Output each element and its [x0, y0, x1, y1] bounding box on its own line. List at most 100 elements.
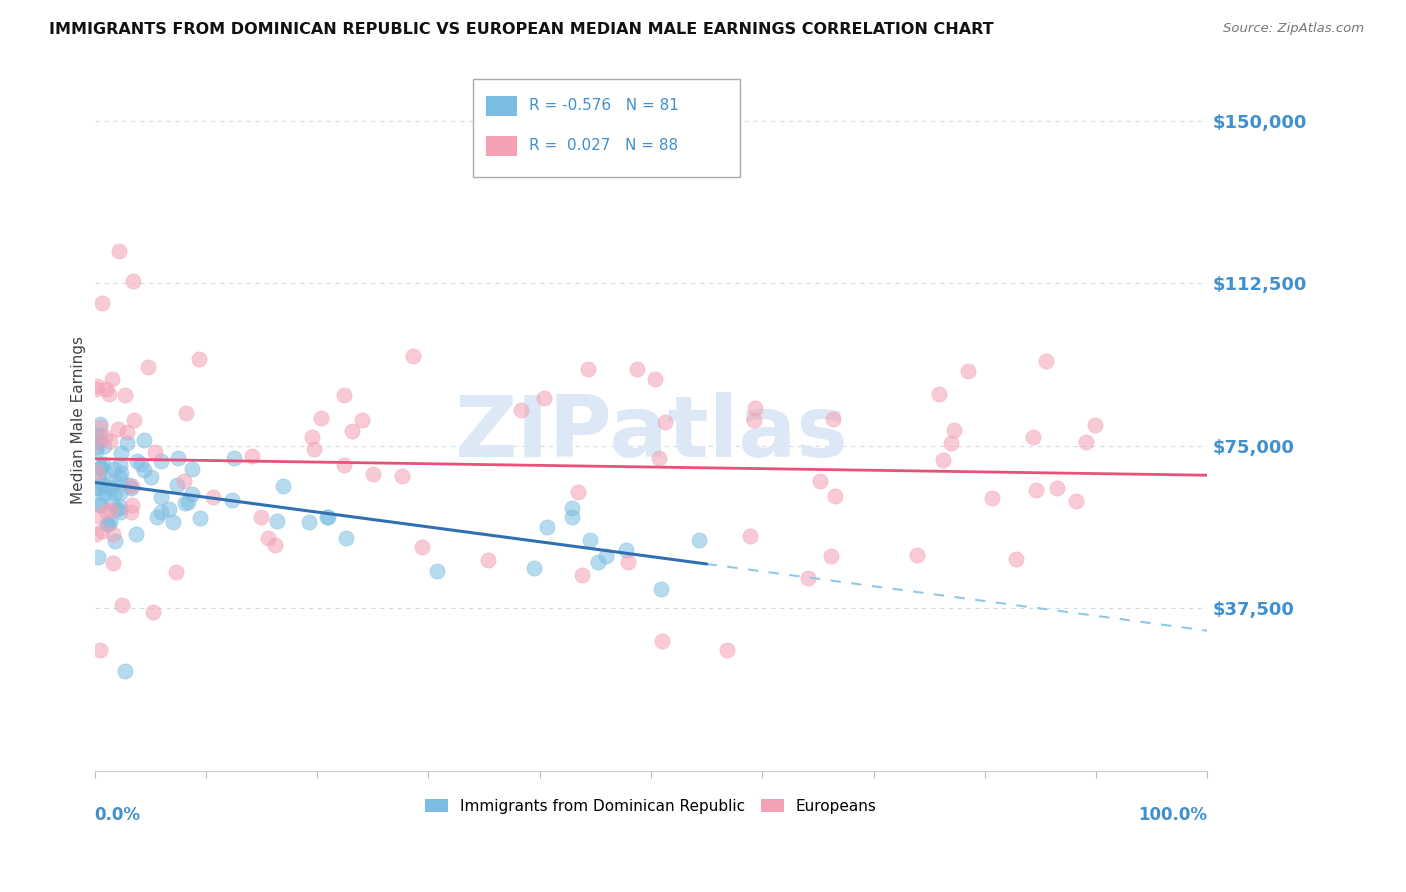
Point	[108, 470, 131, 484]
Point	[309, 410, 332, 425]
Point	[1004, 551, 1026, 566]
Point	[536, 520, 558, 534]
Point	[298, 515, 321, 529]
Point	[86, 428, 108, 442]
Point	[533, 391, 555, 405]
Point	[316, 510, 339, 524]
Point	[115, 436, 138, 450]
Point	[114, 665, 136, 679]
Point	[742, 412, 765, 426]
Point	[1035, 353, 1057, 368]
Point	[824, 489, 846, 503]
Point	[426, 564, 449, 578]
Point	[111, 598, 134, 612]
Point	[614, 542, 637, 557]
Point	[146, 510, 169, 524]
Legend: Immigrants from Dominican Republic, Europeans: Immigrants from Dominican Republic, Euro…	[419, 792, 883, 820]
Point	[316, 510, 339, 524]
Point	[108, 244, 131, 258]
Point	[201, 490, 224, 504]
Text: IMMIGRANTS FROM DOMINICAN REPUBLIC VS EUROPEAN MEDIAN MALE EARNINGS CORRELATION : IMMIGRANTS FROM DOMINICAN REPUBLIC VS EU…	[49, 22, 994, 37]
Point	[143, 445, 166, 459]
Point	[136, 360, 159, 375]
Point	[87, 469, 110, 483]
Point	[173, 475, 195, 489]
Point	[121, 499, 143, 513]
Point	[744, 401, 766, 415]
Point	[101, 527, 124, 541]
Point	[820, 549, 842, 563]
Point	[177, 495, 200, 509]
Point	[87, 550, 110, 565]
Point	[125, 527, 148, 541]
Point	[150, 490, 173, 504]
Point	[162, 516, 184, 530]
Point	[240, 449, 263, 463]
Point	[118, 477, 141, 491]
Point	[149, 505, 172, 519]
Point	[94, 465, 117, 479]
Point	[103, 462, 125, 476]
Point	[89, 498, 111, 512]
Point	[576, 362, 599, 376]
Text: Source: ZipAtlas.com: Source: ZipAtlas.com	[1223, 22, 1364, 36]
Point	[301, 429, 323, 443]
Point	[100, 502, 122, 516]
Point	[166, 478, 188, 492]
Point	[149, 454, 172, 468]
Point	[89, 417, 111, 432]
Point	[808, 474, 831, 488]
Point	[86, 481, 108, 495]
Point	[100, 481, 122, 495]
Point	[100, 496, 122, 510]
Point	[110, 466, 132, 480]
Point	[129, 457, 152, 471]
Point	[86, 465, 108, 479]
Point	[84, 382, 107, 396]
Point	[107, 422, 129, 436]
Point	[86, 379, 108, 393]
Point	[335, 531, 357, 545]
Point	[567, 485, 589, 500]
Point	[361, 467, 384, 482]
Point	[402, 349, 425, 363]
Y-axis label: Median Male Earnings: Median Male Earnings	[72, 335, 86, 504]
Point	[91, 295, 114, 310]
Point	[509, 403, 531, 417]
Point	[96, 504, 118, 518]
Point	[110, 446, 132, 460]
Point	[271, 479, 294, 493]
Point	[98, 387, 121, 401]
Point	[180, 487, 202, 501]
Point	[332, 458, 354, 472]
Point	[104, 475, 127, 489]
Point	[688, 533, 710, 548]
Point	[93, 479, 115, 493]
Text: 100.0%: 100.0%	[1139, 806, 1208, 824]
Point	[122, 412, 145, 426]
Text: ZIPatlas: ZIPatlas	[454, 392, 848, 475]
Point	[90, 476, 112, 491]
Point	[716, 642, 738, 657]
Point	[86, 508, 108, 523]
Point	[94, 383, 117, 397]
Point	[342, 424, 364, 438]
Point	[617, 555, 640, 569]
Point	[127, 454, 149, 468]
Point	[117, 425, 139, 439]
Point	[648, 450, 671, 465]
Bar	[486, 96, 517, 116]
Point	[121, 479, 143, 493]
Point	[302, 442, 325, 456]
Point	[650, 582, 672, 596]
Point	[266, 514, 288, 528]
Point	[89, 497, 111, 511]
Point	[174, 406, 197, 420]
Point	[523, 561, 546, 575]
Point	[1025, 483, 1047, 497]
Point	[97, 517, 120, 532]
Point	[174, 496, 197, 510]
Point	[956, 363, 979, 377]
Point	[932, 452, 955, 467]
Point	[165, 565, 187, 579]
